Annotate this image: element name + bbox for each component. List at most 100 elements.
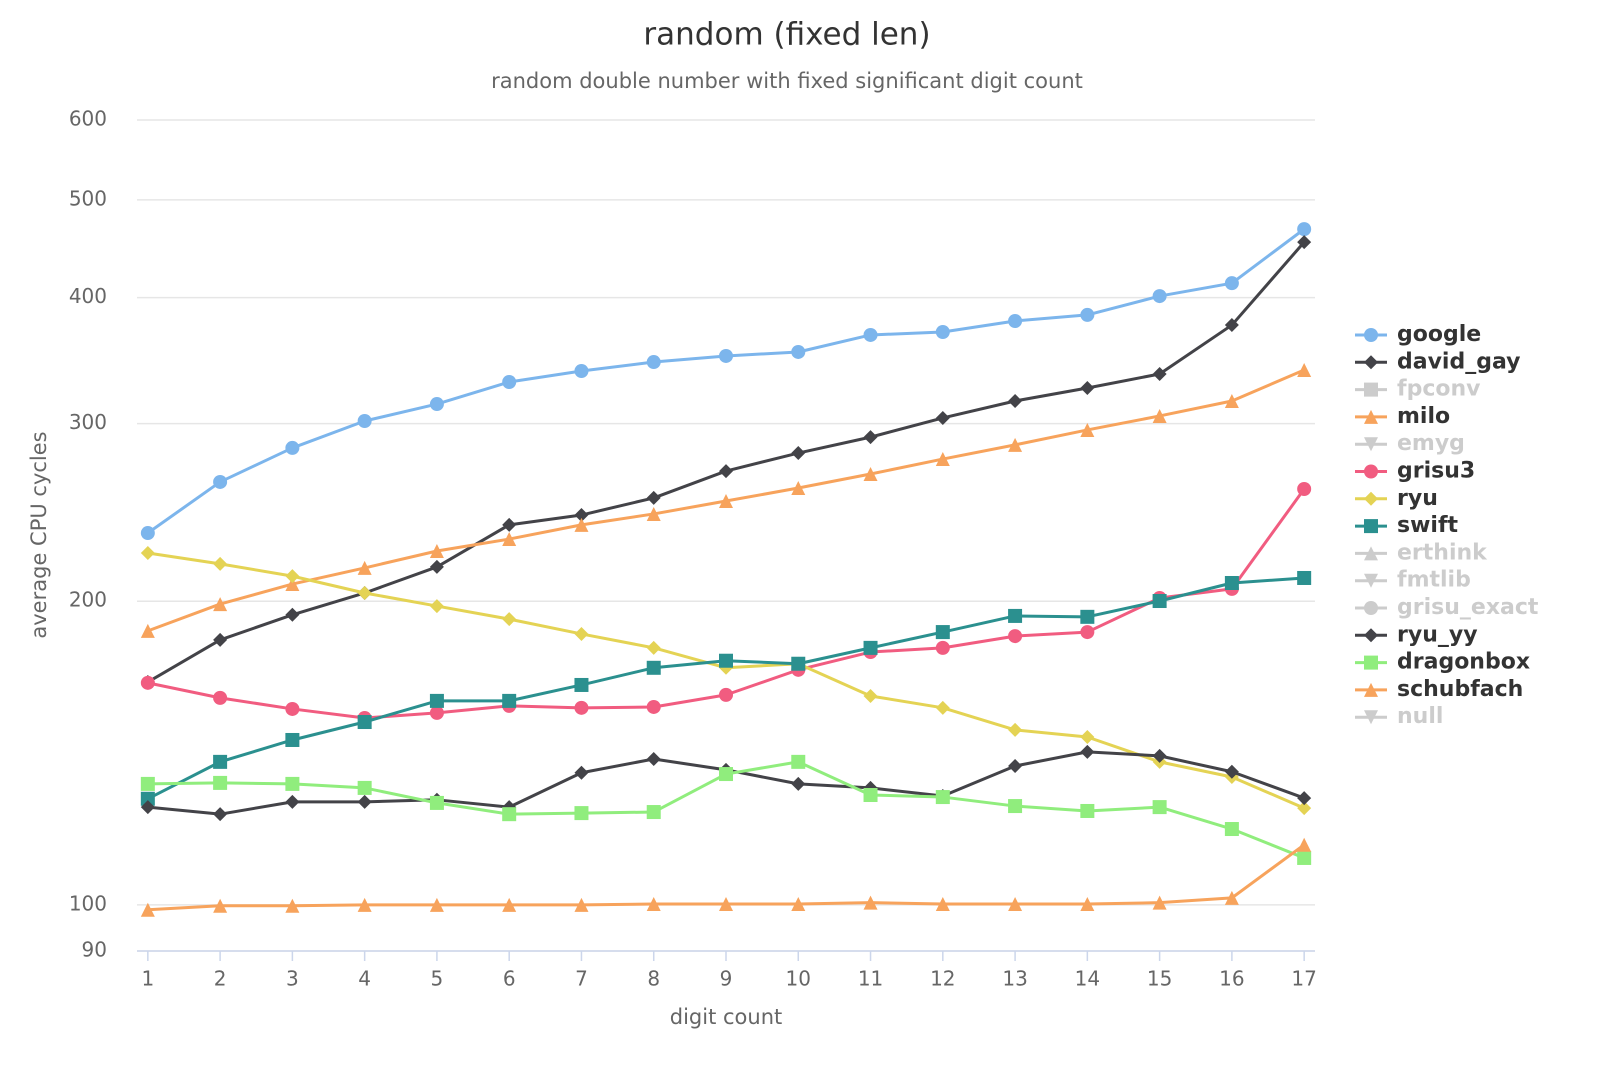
y-tick-label: 400 — [69, 284, 107, 308]
legend-item[interactable]: dragonbox — [1355, 650, 1530, 675]
legend-label: grisu3 — [1397, 459, 1475, 484]
x-tick-label: 16 — [1219, 967, 1244, 991]
marker — [429, 397, 444, 412]
chart-subtitle: random double number with fixed signific… — [491, 69, 1083, 93]
marker — [1008, 313, 1023, 328]
marker — [935, 625, 950, 640]
marker — [574, 897, 589, 912]
marker — [646, 752, 661, 767]
marker — [935, 896, 950, 911]
marker — [1364, 355, 1378, 370]
legend-label: david_gay — [1397, 349, 1520, 374]
marker — [863, 640, 878, 655]
series-line — [147, 750, 1305, 816]
y-tick-label: 90 — [82, 938, 107, 962]
marker — [285, 732, 300, 747]
marker — [502, 807, 517, 822]
legend-item[interactable]: david_gay — [1355, 349, 1520, 374]
legend-item[interactable]: null — [1355, 704, 1443, 729]
marker — [213, 690, 228, 705]
legend-item[interactable]: swift — [1355, 513, 1459, 538]
legend-label: erthink — [1397, 540, 1488, 565]
legend-label: milo — [1397, 404, 1450, 429]
y-tick-label: 300 — [69, 410, 107, 434]
marker — [357, 560, 372, 575]
marker — [429, 897, 444, 912]
marker — [213, 632, 228, 647]
marker — [1008, 722, 1023, 737]
x-tick-label: 9 — [720, 967, 733, 991]
marker — [935, 700, 950, 715]
marker — [213, 597, 228, 612]
marker — [863, 327, 878, 342]
legend-item[interactable]: milo — [1355, 404, 1450, 429]
marker — [1364, 437, 1378, 452]
x-tick-label: 5 — [431, 967, 444, 991]
marker — [1297, 482, 1312, 497]
marker — [1080, 896, 1095, 911]
marker — [357, 414, 372, 429]
marker — [863, 788, 878, 803]
marker — [357, 897, 372, 912]
marker — [1224, 822, 1239, 837]
y-tick-label: 200 — [69, 588, 107, 612]
marker — [1224, 276, 1239, 291]
legend-label: emyg — [1397, 431, 1465, 456]
legend-item[interactable]: fpconv — [1355, 377, 1481, 402]
marker — [1364, 519, 1378, 534]
marker — [863, 467, 878, 482]
marker — [140, 776, 155, 791]
legend-item[interactable]: grisu3 — [1355, 459, 1475, 484]
marker — [646, 699, 661, 714]
marker — [1297, 362, 1312, 377]
series — [140, 222, 1312, 541]
marker — [863, 895, 878, 910]
marker — [502, 897, 517, 912]
legend-label: dragonbox — [1397, 650, 1530, 675]
series-line — [147, 241, 1306, 684]
x-tick-label: 2 — [214, 967, 227, 991]
legend-item[interactable]: emyg — [1355, 431, 1465, 456]
legend-item[interactable]: google — [1355, 322, 1481, 347]
marker — [213, 898, 228, 913]
marker — [719, 494, 733, 509]
marker — [429, 795, 444, 810]
marker — [574, 363, 589, 378]
marker — [646, 805, 661, 820]
marker — [1297, 791, 1312, 806]
marker — [1080, 609, 1095, 624]
marker — [1080, 381, 1095, 396]
series — [140, 570, 1312, 806]
y-tick-label: 600 — [69, 107, 107, 131]
marker — [574, 700, 589, 715]
marker — [935, 410, 950, 425]
marker — [646, 640, 661, 655]
marker — [719, 687, 733, 702]
marker — [1297, 850, 1312, 865]
marker — [140, 902, 155, 917]
marker — [285, 440, 300, 455]
legend-item[interactable]: ryu — [1355, 486, 1438, 511]
marker — [429, 693, 444, 708]
marker — [574, 677, 589, 692]
legend-item[interactable]: grisu_exact — [1355, 595, 1539, 620]
marker — [1364, 409, 1378, 424]
marker — [429, 599, 444, 614]
x-tick-label: 13 — [1002, 967, 1027, 991]
marker — [357, 585, 372, 600]
marker — [1008, 799, 1023, 814]
legend-item[interactable]: ryu_yy — [1355, 622, 1478, 647]
marker — [213, 754, 228, 769]
marker — [502, 375, 517, 390]
legend-label: ryu_yy — [1397, 622, 1478, 647]
marker — [140, 526, 155, 541]
marker — [285, 577, 300, 592]
legend-item[interactable]: fmtlib — [1355, 568, 1471, 593]
legend-item[interactable]: schubfach — [1355, 677, 1523, 702]
marker — [574, 806, 589, 821]
marker — [646, 506, 661, 521]
x-tick-label: 17 — [1291, 967, 1316, 991]
legend-item[interactable]: erthink — [1355, 540, 1488, 565]
marker — [1364, 491, 1378, 506]
